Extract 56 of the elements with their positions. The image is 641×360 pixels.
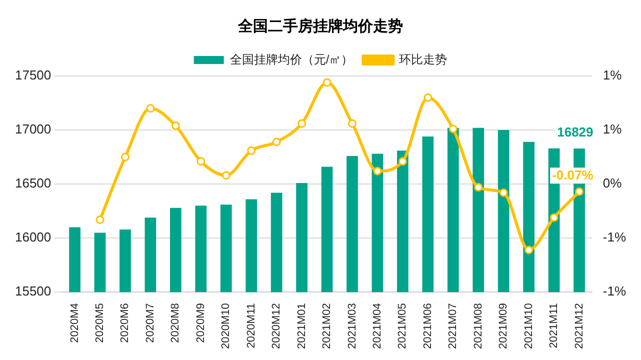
x-tick-label: 2020M10: [220, 303, 232, 350]
point: [424, 93, 432, 102]
point: [222, 171, 230, 180]
point: [171, 121, 180, 130]
point: [272, 138, 281, 146]
data-label: -0.07%: [552, 168, 594, 183]
x-tick-label: 2020M6: [119, 303, 132, 343]
point: [575, 187, 584, 196]
x-tick-label: 2020M8: [170, 303, 182, 343]
point: [348, 119, 356, 128]
point: [524, 246, 534, 254]
x-tick-label: 2021M10: [522, 303, 535, 350]
y2-tick-label: 1%: [602, 122, 622, 137]
point: [474, 183, 483, 192]
y2-tick-label: -1%: [602, 284, 626, 299]
x-tick-label: 2020M12: [270, 303, 283, 350]
chart-title: 全国二手房挂牌均价走势: [237, 17, 403, 36]
x-tick-label: 2021M04: [372, 303, 384, 350]
point: [398, 157, 407, 166]
point: [96, 215, 104, 224]
point: [448, 124, 458, 134]
point: [247, 146, 256, 155]
y2-tick-label: 0%: [602, 176, 622, 191]
point: [499, 188, 508, 197]
point: [373, 166, 382, 176]
x-tick-label: 2021M01: [296, 303, 308, 350]
y2-tick-label: 1%: [602, 68, 622, 83]
point: [120, 152, 130, 162]
y-tick-label: 15500: [14, 284, 52, 299]
x-tick-label: 2021M07: [447, 303, 460, 350]
x-tick-label: 2020M7: [144, 303, 156, 343]
point: [196, 157, 206, 166]
x-tick-label: 2020M9: [194, 303, 207, 343]
x-tick-label: 2020M4: [68, 303, 81, 343]
x-tick-label: 2021M09: [498, 303, 510, 350]
y-tick-label: 16500: [14, 176, 52, 191]
x-tick-label: 2020M11: [245, 303, 258, 348]
x-tick-label: 2021M11: [548, 303, 560, 348]
y-tick-label: 17000: [14, 122, 52, 137]
y-tick-label: 16000: [14, 230, 52, 245]
x-tick-label: 2021M05: [396, 303, 409, 350]
point: [550, 213, 558, 222]
x-tick-label: 2021M12: [573, 303, 586, 350]
x-tick-label: 2021M02: [321, 303, 334, 350]
y2-tick-label: -1%: [602, 230, 626, 245]
data-label: 16829: [557, 124, 594, 140]
x-tick-label: 2020M5: [94, 303, 106, 343]
x-tick-label: 2021M03: [346, 303, 358, 350]
point: [322, 78, 332, 87]
point: [298, 119, 306, 128]
legend-label: 全国挂牌均价（元/㎡）: [230, 52, 354, 66]
x-tick-label: 2021M08: [472, 303, 484, 350]
legend-label: 环比走势: [399, 52, 448, 66]
point: [146, 104, 155, 113]
x-tick-label: 2021M06: [422, 303, 434, 350]
y-tick-label: 17500: [14, 68, 52, 83]
